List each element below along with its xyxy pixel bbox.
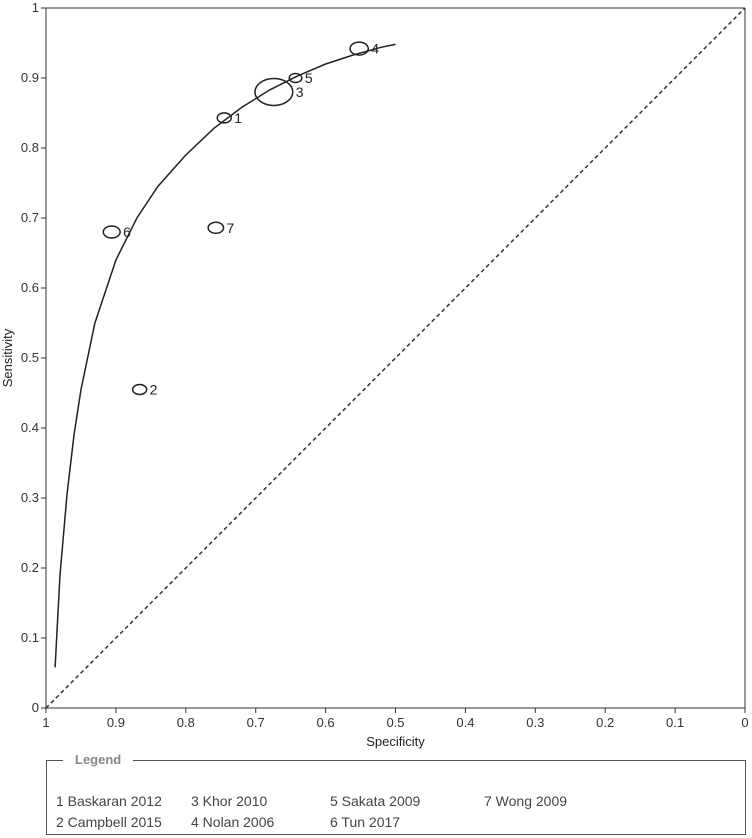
x-tick-label: 0.9 <box>107 715 125 730</box>
legend-item: 6 Tun 2017 <box>330 814 401 830</box>
y-tick-label: 0 <box>32 700 39 715</box>
reference-diagonal <box>45 7 746 709</box>
study-point-4 <box>349 41 370 56</box>
ticks-group: 1 0.9 0.8 0.7 0.6 0.5 0.4 0.3 0.2 0.1 0 0 0.1 0.2 0.3 0… <box>21 0 749 730</box>
y-tick-label: 0.7 <box>21 210 39 225</box>
x-tick-label: 0.7 <box>247 715 265 730</box>
sroc-chart: 1 0.9 0.8 0.7 0.6 0.5 0.4 0.3 0.2 0.1 0 0 0.1 0.2 0.3 0… <box>0 0 749 749</box>
y-tick-label: 1 <box>32 0 39 15</box>
study-points: 1 2 3 4 5 6 7 <box>102 41 379 398</box>
x-tick-label: 0.5 <box>386 715 404 730</box>
study-point-label: 6 <box>123 224 131 240</box>
x-tick-label: 0.2 <box>596 715 614 730</box>
x-tick-label: 0.6 <box>317 715 335 730</box>
y-tick-label: 0.9 <box>21 70 39 85</box>
sroc-curve <box>54 43 396 668</box>
x-tick-label: 1 <box>42 715 49 730</box>
study-point-3 <box>254 77 294 107</box>
y-tick-label: 0.6 <box>21 280 39 295</box>
y-tick-label: 0.2 <box>21 560 39 575</box>
study-point-6 <box>102 225 121 239</box>
legend-item: 4 Nolan 2006 <box>191 814 275 830</box>
y-axis-label: Sensitivity <box>0 328 15 387</box>
study-point-label: 2 <box>150 382 158 398</box>
legend-item: 2 Campbell 2015 <box>56 814 162 830</box>
x-tick-label: 0.3 <box>526 715 544 730</box>
legend: Legend 1 Baskaran 2012 2 Campbell 2015 3… <box>46 752 746 835</box>
y-tick-label: 0.8 <box>21 140 39 155</box>
x-tick-label: 0.4 <box>456 715 474 730</box>
y-tick-label: 0.5 <box>21 350 39 365</box>
study-point-2 <box>131 383 148 396</box>
legend-item: 3 Khor 2010 <box>191 793 268 809</box>
study-point-label: 7 <box>227 220 235 236</box>
study-point-label: 1 <box>234 110 242 126</box>
legend-item: 7 Wong 2009 <box>484 793 568 809</box>
study-point-7 <box>207 221 225 235</box>
x-axis-label: Specificity <box>366 734 425 749</box>
y-tick-label: 0.3 <box>21 490 39 505</box>
study-point-label: 5 <box>305 70 313 86</box>
study-point-label: 3 <box>296 84 304 100</box>
y-tick-label: 0.1 <box>21 630 39 645</box>
x-tick-label: 0 <box>741 715 748 730</box>
y-tick-label: 0.4 <box>21 420 39 435</box>
study-point-label: 4 <box>371 41 379 57</box>
legend-item: 5 Sakata 2009 <box>330 793 421 809</box>
study-point-5 <box>288 72 303 84</box>
study-point-1 <box>216 112 232 124</box>
legend-item: 1 Baskaran 2012 <box>56 793 162 809</box>
legend-title: Legend <box>63 752 134 767</box>
x-tick-label: 0.8 <box>177 715 195 730</box>
x-tick-label: 0.1 <box>666 715 684 730</box>
